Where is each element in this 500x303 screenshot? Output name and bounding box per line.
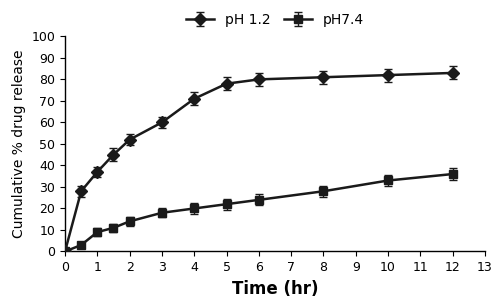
X-axis label: Time (hr): Time (hr) bbox=[232, 280, 318, 298]
Legend: pH 1.2, pH7.4: pH 1.2, pH7.4 bbox=[186, 13, 364, 27]
Y-axis label: Cumulative % drug release: Cumulative % drug release bbox=[12, 50, 26, 238]
